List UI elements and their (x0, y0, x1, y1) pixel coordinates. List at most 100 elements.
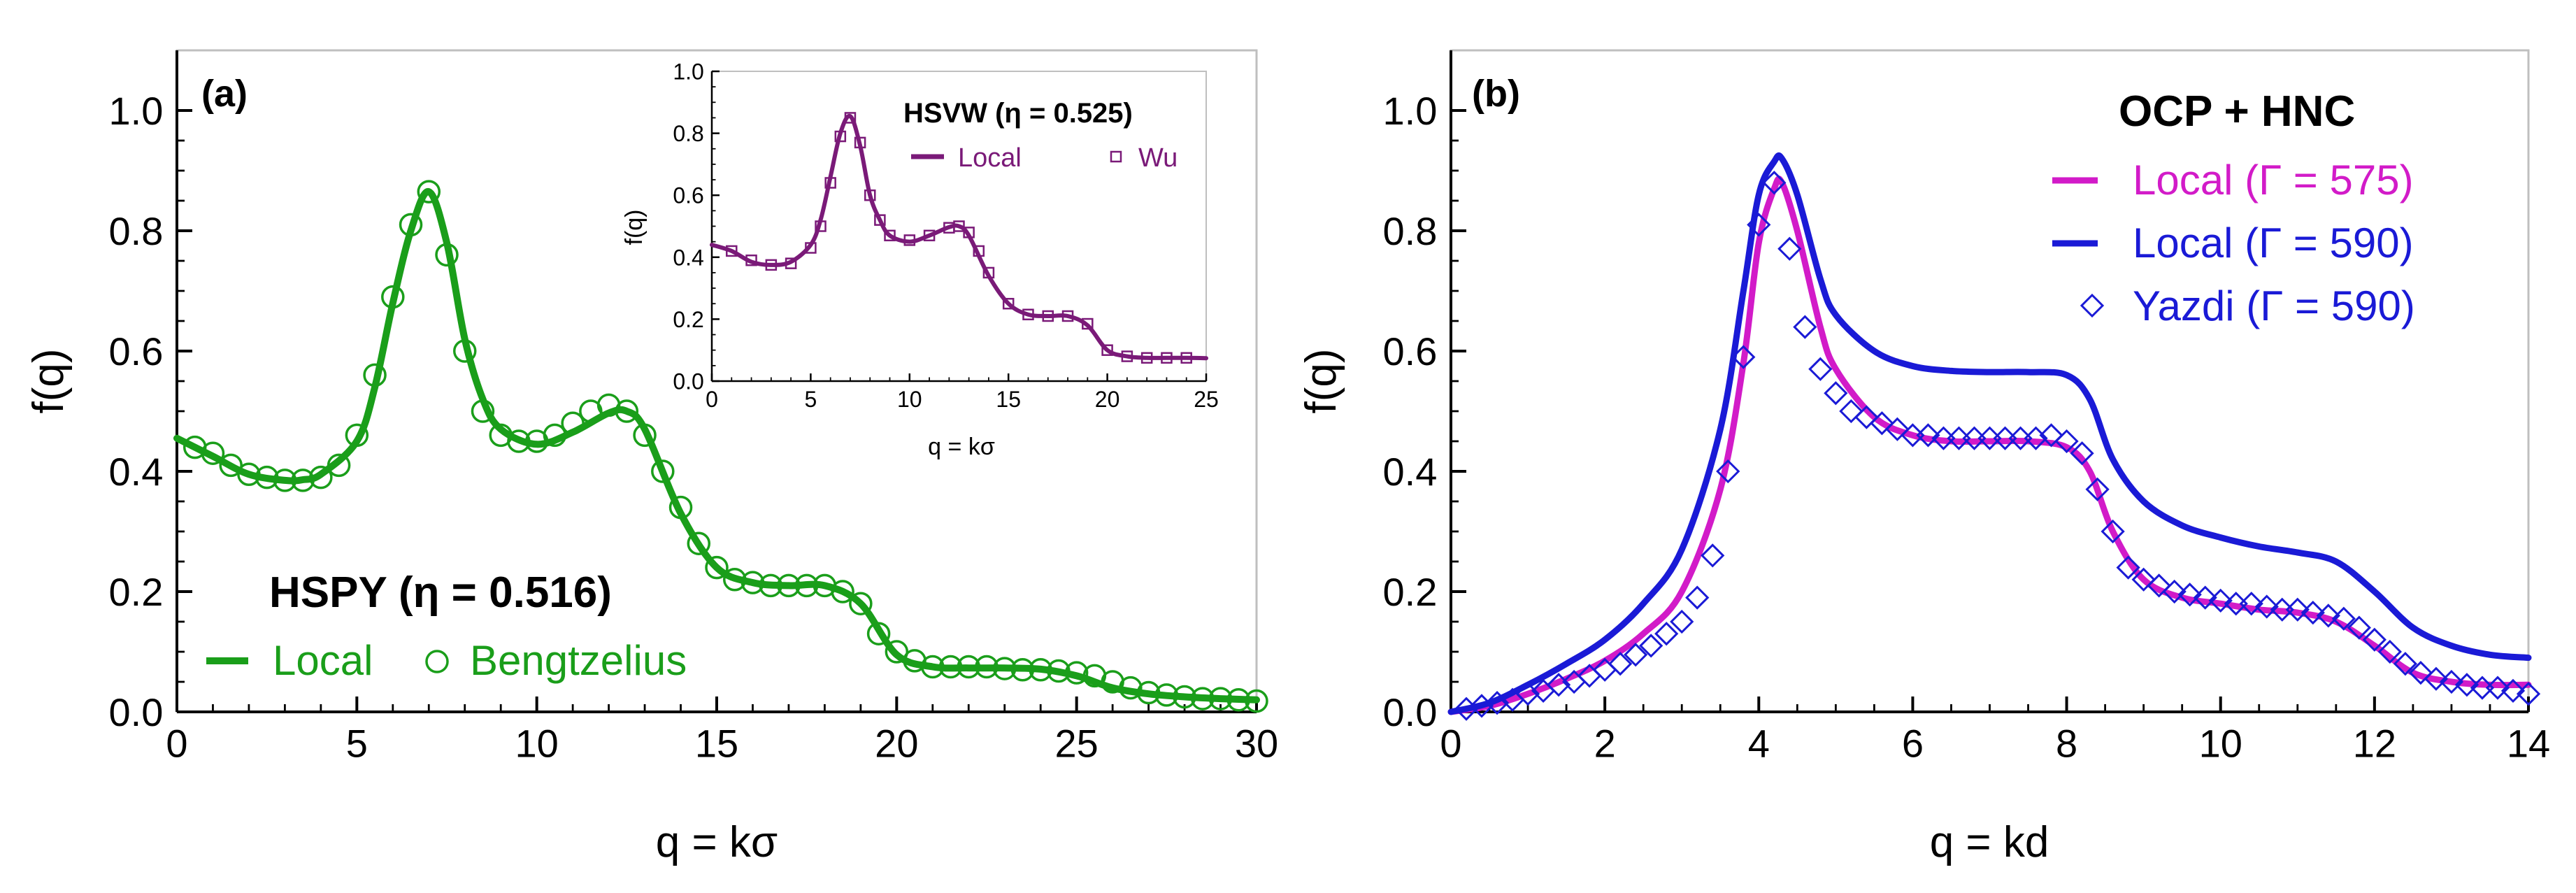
panel-a-y-tick-label: 0.2 (109, 570, 164, 614)
inset-x-tick-label: 25 (1194, 387, 1219, 412)
inset-data-point-wu (1121, 350, 1133, 362)
panel-a-data-point-bengtzelius (452, 339, 477, 363)
inset-y-tick-label: 0.4 (673, 245, 703, 270)
panel-a-data-point-bengtzelius (543, 423, 567, 448)
inset-data-point-wu (824, 177, 836, 189)
inset-x-tick-label: 5 (805, 387, 817, 412)
inset-data-point-wu (854, 136, 866, 149)
panel-b-data-point-yazdi-590 (2039, 423, 2063, 448)
inset-y-tick-label: 1.0 (673, 59, 703, 85)
inset-data-point-wu (1042, 310, 1054, 322)
panel-a-data-point-bengtzelius (399, 213, 423, 237)
panel-a-ticks: 0 5 10 15 20 25 30 0.0 0.2 0.4 0.6 0.8 1.0 (109, 50, 1278, 765)
inset-x-tick-label: 0 (706, 387, 718, 412)
panel-a-data-point-bengtzelius (273, 469, 297, 492)
inset-data-point-wu (1002, 298, 1015, 310)
panel-a-data-point-bengtzelius (1191, 687, 1215, 710)
panel-b-data-point-yazdi-590 (1716, 459, 1740, 484)
inset-y-tick-label: 0.6 (673, 183, 703, 208)
inset-y-axis-label: f(q) (621, 210, 647, 245)
panel-b-data-point-yazdi-590 (2208, 588, 2233, 613)
panel-b-x-tick-label: 0 (1440, 721, 1461, 765)
panel-a-data-point-bengtzelius (309, 465, 333, 490)
panel-b-data-point-yazdi-590 (2300, 600, 2325, 625)
panel-a-data-point-bengtzelius (345, 423, 369, 448)
panel-a-label: (a) (201, 73, 248, 115)
panel-a-x-tick-label: 30 (1235, 721, 1278, 765)
panel-b-data-point-yazdi-590 (1854, 405, 1879, 429)
panel-a-inset: 0 5 10 15 20 25 0.0 0.2 0.4 0.6 0.8 1.0 HSVW (η = 0… (621, 59, 1219, 460)
panel-b-data-point-yazdi-590 (1639, 634, 1663, 658)
panel-b-data-point-yazdi-590 (2177, 583, 2202, 607)
panel-a-data-point-bengtzelius (291, 469, 315, 492)
panel-b-data-point-yazdi-590 (2439, 669, 2464, 694)
panel-b-x-tick-label: 10 (2199, 721, 2242, 765)
panel-a-data-point-bengtzelius (938, 655, 963, 679)
panel-a-data-point-bengtzelius (885, 640, 909, 664)
panel-a-legend-title: HSPY (η = 0.516) (269, 569, 612, 617)
inset-data-point-wu (884, 229, 896, 242)
panel-b-data-point-yazdi-590 (2116, 555, 2140, 580)
inset-data-point-wu (1082, 317, 1094, 330)
panel-a-data-point-bengtzelius (219, 453, 243, 478)
panel-b-data-point-yazdi-590 (2162, 579, 2187, 604)
panel-a-data-point-bengtzelius (921, 655, 945, 679)
inset-data-point-wu (953, 220, 965, 232)
panel-a-series (173, 180, 1268, 713)
panel-a-data-point-bengtzelius (1173, 685, 1196, 709)
panel-b-legend-label-local-575: Local (Γ = 575) (2133, 157, 2414, 203)
panel-b-data-point-yazdi-590 (1731, 345, 1756, 369)
inset-data-point-wu (834, 130, 847, 143)
panel-b-y-tick-label: 0.4 (1383, 450, 1438, 494)
panel-a-data-point-bengtzelius (1029, 658, 1052, 682)
inset-series (710, 112, 1208, 364)
inset-title: HSVW (η = 0.525) (903, 98, 1133, 129)
panel-a-data-point-bengtzelius (651, 459, 675, 483)
panel-a-data-point-bengtzelius (471, 399, 495, 423)
panel-b-data-point-yazdi-590 (1685, 585, 1710, 610)
panel-b-frame (1450, 49, 2530, 713)
panel-a-data-point-bengtzelius (237, 462, 261, 487)
panel-b-data-point-yazdi-590 (1701, 543, 1725, 568)
panel-a-data-point-bengtzelius (668, 495, 693, 520)
panel-a-data-point-bengtzelius (255, 465, 279, 490)
panel-a-x-axis-label: q = kσ (656, 818, 778, 866)
panel-b-y-tick-label: 0.2 (1383, 570, 1438, 614)
panel-b-legend-title: OCP + HNC (2119, 87, 2355, 136)
panel-a-x-tick-label: 25 (1055, 721, 1099, 765)
panel-b-data-point-yazdi-590 (1916, 423, 1940, 448)
panel-b-data-point-yazdi-590 (2500, 678, 2526, 703)
panel-a-data-point-bengtzelius (777, 573, 801, 598)
inset-y-tick-label: 0.2 (673, 307, 703, 332)
inset-legend-square-swatch (1110, 150, 1122, 163)
panel-b-legend-label-local-590: Local (Γ = 590) (2133, 220, 2414, 266)
panel-a-data-point-bengtzelius (381, 285, 405, 309)
panel-a-data-point-bengtzelius (975, 655, 999, 679)
panel-b-data-point-yazdi-590 (2516, 682, 2541, 706)
panel-b-ticks: 0 2 4 6 8 10 12 14 0.0 0.2 0.4 0.6 0.8 1.0 (1383, 50, 2550, 765)
panel-b-y-axis-label: f(q) (1297, 349, 1345, 414)
panel-b-x-tick-label: 2 (1594, 721, 1616, 765)
panel-b-data-point-yazdi-590 (1870, 411, 1894, 436)
panel-b-data-point-yazdi-590 (1885, 417, 1910, 441)
panel-b-data-point-yazdi-590 (2085, 477, 2110, 501)
panel-b-data-point-yazdi-590 (2408, 660, 2433, 685)
panel-b-data-point-yazdi-590 (1824, 381, 1848, 406)
panel-b-data-point-yazdi-590 (1762, 171, 1787, 195)
panel-a-data-point-bengtzelius (1047, 659, 1071, 683)
panel-b-series (1447, 152, 2541, 721)
panel-b: 0 2 4 6 8 10 12 14 0.0 0.2 0.4 0.6 0.8 1.0 (b) q = kd… (1297, 49, 2550, 866)
panel-b-data-point-yazdi-590 (1608, 652, 1633, 676)
inset-data-point-wu (864, 189, 876, 201)
inset-data-point-wu (1061, 310, 1074, 322)
inset-y-tick-label: 0.8 (673, 121, 703, 146)
panel-b-data-point-yazdi-590 (2193, 585, 2217, 610)
panel-a-data-point-bengtzelius (687, 531, 711, 555)
inset-data-point-wu (844, 112, 857, 124)
panel-b-legend: OCP + HNC Local (Γ = 575) Local (Γ = 590… (2052, 87, 2415, 329)
inset-ticks: 0 5 10 15 20 25 0.0 0.2 0.4 0.6 0.8 1.0 (673, 59, 1218, 412)
panel-b-x-tick-label: 8 (2056, 721, 2077, 765)
panel-a-data-point-bengtzelius (740, 571, 765, 594)
panel-b-data-point-yazdi-590 (1454, 696, 1479, 721)
